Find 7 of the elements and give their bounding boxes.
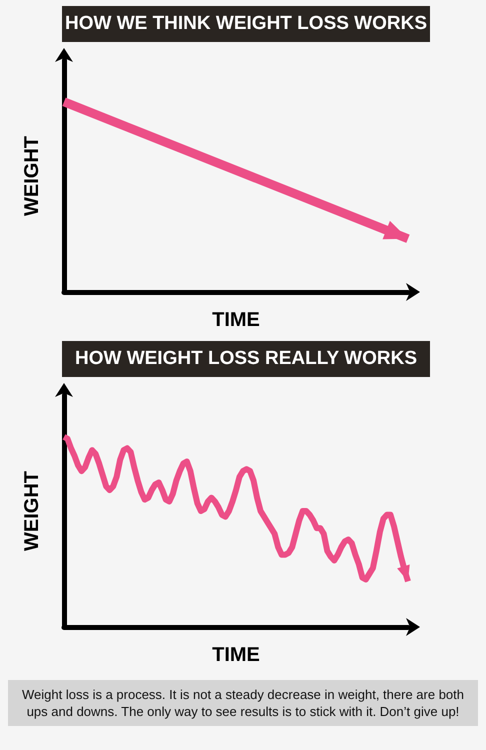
x-axis-title: TIME: [212, 644, 260, 666]
chart-title: HOW WE THINK WEIGHT LOSS WORKS: [62, 6, 430, 42]
y-axis-title: WEIGHT: [21, 136, 43, 216]
chart-title: HOW WEIGHT LOSS REALLY WORKS: [62, 341, 430, 377]
x-axis-title: TIME: [212, 309, 260, 331]
text: Weight loss is a process. It is not a steady decrease in weight, there are both ups and downs. The only way to see results is to stick with it. Don’t give up!: [8, 680, 478, 726]
y-axis-title: WEIGHT: [21, 471, 43, 551]
